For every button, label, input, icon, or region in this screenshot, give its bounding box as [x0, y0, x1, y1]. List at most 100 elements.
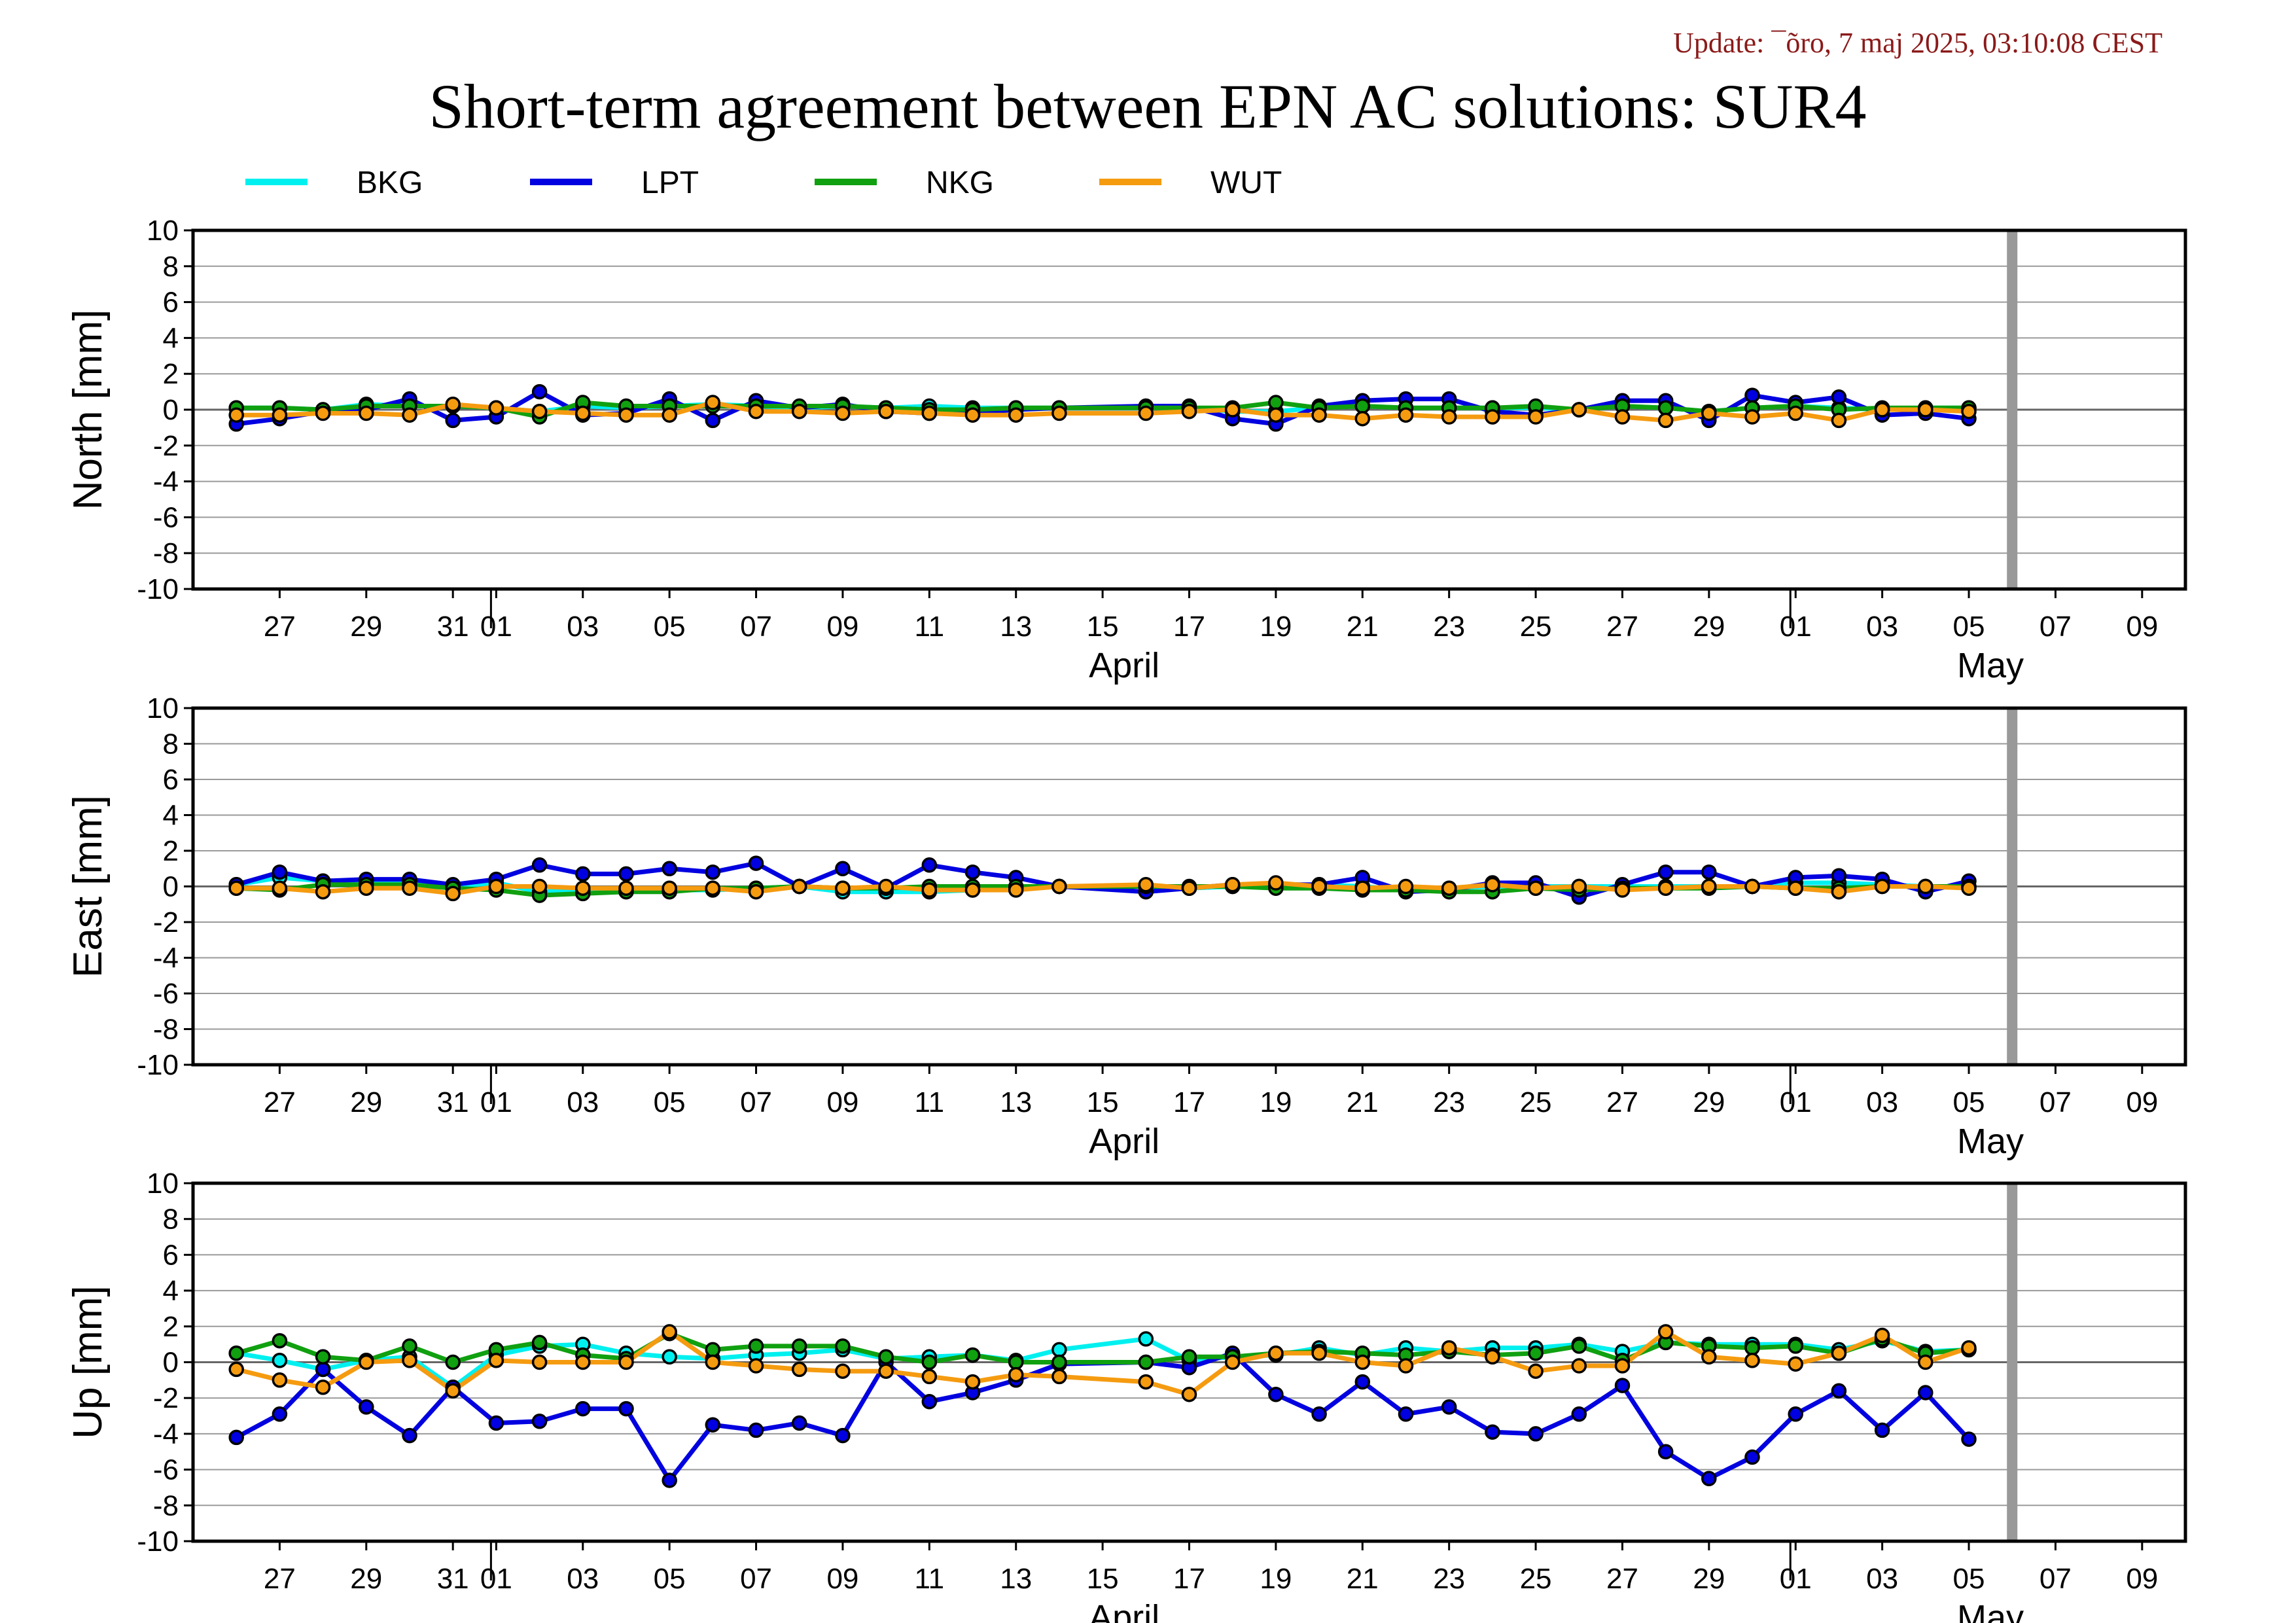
point-lpt [1571, 1406, 1587, 1422]
y-tick-label: 8 [163, 728, 179, 760]
y-tick-label: 2 [163, 1311, 179, 1343]
point-lpt [1657, 864, 1674, 880]
y-tick-label: 0 [163, 394, 179, 426]
panel-2: 10 8 6 42 0-2 -4 -6 -8-10 27 29 31 01 03 05 07 09 11 13 15… [65, 692, 2187, 1161]
point-wut [662, 880, 677, 896]
point-wut [1831, 412, 1847, 429]
x-tick-label: 03 [567, 1086, 599, 1118]
legend-label-lpt: LPT [641, 166, 699, 200]
point-wut [1918, 402, 1934, 418]
y-tick-label: -6 [153, 1454, 179, 1486]
point-wut [445, 1383, 461, 1399]
point-wut [1224, 402, 1241, 418]
point-wut [705, 395, 721, 410]
point-nkg [315, 1349, 331, 1365]
point-lpt [1744, 1449, 1760, 1465]
point-lpt [1788, 1406, 1803, 1422]
point-wut [1051, 878, 1067, 895]
x-tick-label: 11 [914, 1086, 944, 1118]
point-wut [921, 405, 938, 421]
point-wut [1701, 1349, 1717, 1365]
point-wut [748, 1358, 764, 1374]
x-tick-label: 25 [1520, 1563, 1552, 1595]
point-lpt [488, 1415, 504, 1431]
point-wut [705, 1354, 721, 1370]
point-wut [1744, 878, 1760, 895]
month-label: April [1089, 1598, 1159, 1623]
y-tick-label: 4 [163, 322, 179, 354]
y-tick-label: -4 [153, 1418, 179, 1450]
point-nkg [748, 1338, 764, 1354]
current-date-marker [2007, 230, 2018, 589]
point-wut [1701, 405, 1717, 421]
x-tick-label: 05 [654, 1086, 686, 1118]
point-wut [878, 1363, 894, 1379]
current-date-marker [2007, 1183, 2018, 1541]
point-wut [1441, 409, 1457, 425]
point-lpt [228, 1429, 244, 1446]
point-lpt [921, 1393, 938, 1410]
x-tick-label: 13 [1000, 1086, 1032, 1118]
x-tick-label: 23 [1433, 1563, 1465, 1595]
point-nkg [1657, 400, 1674, 416]
point-wut [1961, 1340, 1977, 1356]
point-wut [228, 1361, 244, 1378]
series-line-wut [236, 400, 1969, 423]
point-lpt [921, 857, 938, 873]
x-tick-label: 19 [1260, 1086, 1292, 1118]
point-wut [964, 882, 981, 898]
point-wut [1485, 409, 1500, 425]
x-tick-label: 27 [1606, 1563, 1638, 1595]
point-wut [1788, 1356, 1803, 1372]
point-lpt [705, 412, 721, 429]
point-wut [1398, 407, 1414, 423]
point-wut [531, 403, 548, 419]
point-wut [618, 880, 634, 896]
x-tick-label: 31 [437, 611, 469, 643]
point-wut [1268, 1346, 1284, 1361]
y-tick-label: 2 [163, 358, 179, 390]
y-tick-label: -4 [153, 466, 179, 498]
point-wut [748, 403, 764, 419]
y-tick-label: 10 [147, 215, 179, 247]
x-tick-label: 17 [1173, 1086, 1205, 1118]
point-lpt [531, 383, 548, 400]
point-wut [1571, 402, 1587, 418]
plot-frame [191, 1181, 2187, 1543]
current-date-marker [2007, 708, 2018, 1065]
point-wut [445, 397, 461, 412]
point-bkg [1051, 1342, 1067, 1358]
point-nkg [1268, 395, 1284, 410]
point-nkg [1008, 1354, 1024, 1370]
x-tick-label: 05 [654, 611, 686, 643]
point-lpt [272, 1406, 288, 1422]
point-lpt [402, 1427, 417, 1444]
y-tick-label: -2 [153, 430, 179, 462]
point-lpt [618, 1400, 634, 1417]
x-tick-label: 23 [1433, 611, 1465, 643]
point-wut [618, 407, 634, 423]
point-wut [1354, 410, 1371, 427]
point-wut [1008, 1366, 1024, 1383]
point-nkg [1571, 1338, 1587, 1354]
x-tick-label: 07 [2040, 1563, 2072, 1595]
x-tick-label: 05 [654, 1563, 686, 1595]
x-tick-label: 29 [350, 1086, 382, 1118]
x-tick-label: 01 [480, 1563, 512, 1595]
point-lpt [835, 861, 851, 877]
point-lpt [1874, 1422, 1890, 1438]
point-wut [1311, 407, 1327, 423]
y-tick-label: -2 [153, 1382, 179, 1414]
x-tick-label: 21 [1347, 611, 1379, 643]
point-lpt [272, 864, 288, 880]
point-lpt [1701, 864, 1717, 880]
point-wut [1008, 882, 1024, 898]
series-group [228, 383, 1977, 432]
series-line-wut [236, 1329, 1970, 1397]
point-lpt [359, 1399, 374, 1415]
y-tick-label: -8 [153, 1489, 179, 1522]
point-wut [488, 400, 504, 416]
point-wut [964, 407, 981, 423]
point-wut [402, 880, 417, 896]
x-tick-label: 15 [1087, 1563, 1119, 1595]
